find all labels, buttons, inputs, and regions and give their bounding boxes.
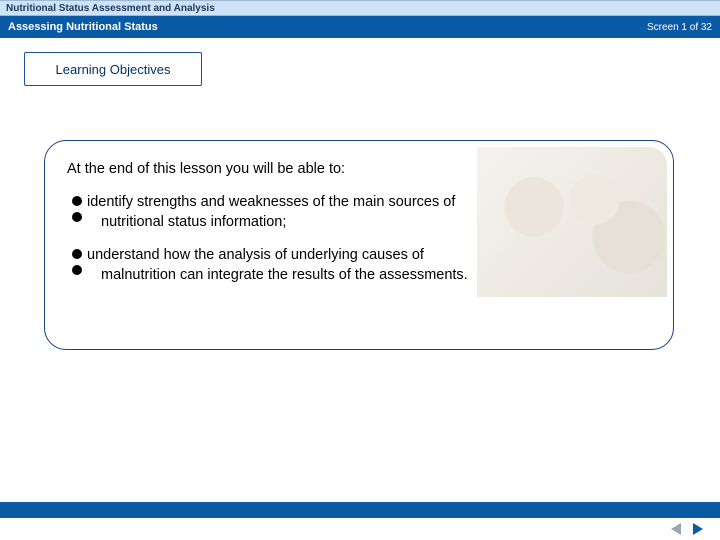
objective-line2: nutritional status information; (87, 213, 455, 233)
objective-text: identify strengths and weaknesses of the… (87, 193, 455, 232)
lesson-title-bar: Assessing Nutritional Status Screen 1 of… (0, 16, 720, 38)
chevron-left-icon (671, 523, 681, 535)
chevron-right-icon (693, 523, 703, 535)
lead-text: At the end of this lesson you will be ab… (67, 161, 651, 177)
section-tab: Learning Objectives (24, 52, 202, 86)
course-title: Nutritional Status Assessment and Analys… (6, 3, 215, 14)
section-tab-label: Learning Objectives (56, 62, 171, 77)
bullet-icon (73, 197, 81, 205)
objective-text: understand how the analysis of underlyin… (87, 246, 468, 285)
slide-page: Nutritional Status Assessment and Analys… (0, 0, 720, 540)
lesson-title: Assessing Nutritional Status (8, 21, 158, 33)
prev-button[interactable] (668, 522, 684, 536)
nav-controls (668, 522, 706, 536)
course-title-bar: Nutritional Status Assessment and Analys… (0, 0, 720, 16)
bullet-icon (73, 213, 81, 221)
bullet-icon (73, 266, 81, 274)
bullet-group (67, 246, 87, 274)
bullet-group (67, 193, 87, 221)
next-button[interactable] (690, 522, 706, 536)
objective-item: understand how the analysis of underlyin… (67, 246, 651, 285)
objective-line1: identify strengths and weaknesses of the… (87, 194, 455, 210)
objective-item: identify strengths and weaknesses of the… (67, 193, 651, 232)
screen-counter: Screen 1 of 32 (647, 22, 712, 33)
objective-line1: understand how the analysis of underlyin… (87, 247, 424, 263)
bullet-icon (73, 250, 81, 258)
content-panel: At the end of this lesson you will be ab… (44, 140, 674, 350)
footer-bar (0, 502, 720, 518)
objective-line2: malnutrition can integrate the results o… (87, 266, 468, 286)
